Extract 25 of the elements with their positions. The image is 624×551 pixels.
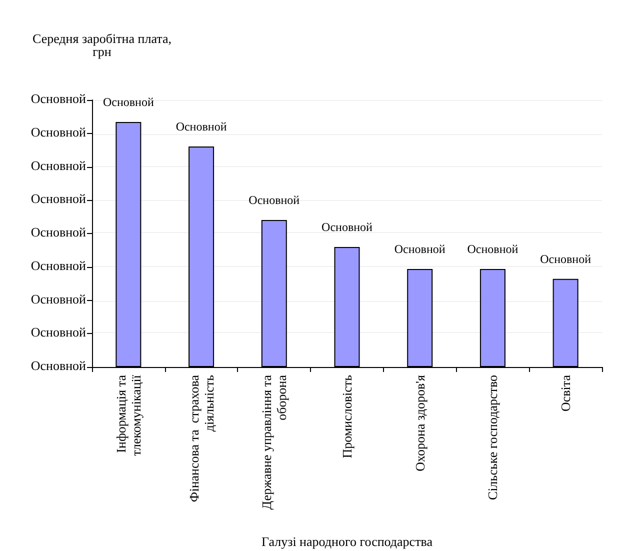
text: Основной	[30, 324, 86, 340]
annotation: Основной	[322, 220, 374, 234]
x-tick-label: Сільське господарство	[485, 375, 500, 500]
text: Основной	[30, 191, 86, 206]
text: Основной	[30, 158, 86, 173]
text: Основной	[30, 124, 86, 140]
y-axis-title: Середня заробітна плата, грн	[32, 31, 172, 59]
text: Основной	[30, 224, 86, 240]
x-tick-label: Державне управління та оборона	[259, 374, 290, 510]
annotation: Основной	[467, 242, 519, 256]
x-tick-label: Охорона здоров'я	[412, 374, 428, 472]
annotation: Основной	[102, 95, 154, 110]
x-tick-label: Освіта	[558, 374, 574, 412]
text: Основной	[30, 258, 86, 273]
x-tick-label: Інформація та тлекомунікації	[113, 374, 144, 456]
annotation: Основной	[540, 252, 592, 266]
annotation: Основной	[394, 242, 446, 256]
x-tick-label: Промисловість	[340, 374, 354, 458]
text: Основной	[30, 358, 86, 373]
text: Основной	[30, 291, 86, 306]
x-axis-title: Галузі народного господарства	[262, 534, 433, 549]
annotation: Основной	[248, 193, 300, 208]
x-tick-label: Фінансова та страхова діяльність	[186, 374, 216, 502]
annotation: Основной	[176, 120, 228, 134]
text: Основной	[30, 91, 86, 106]
